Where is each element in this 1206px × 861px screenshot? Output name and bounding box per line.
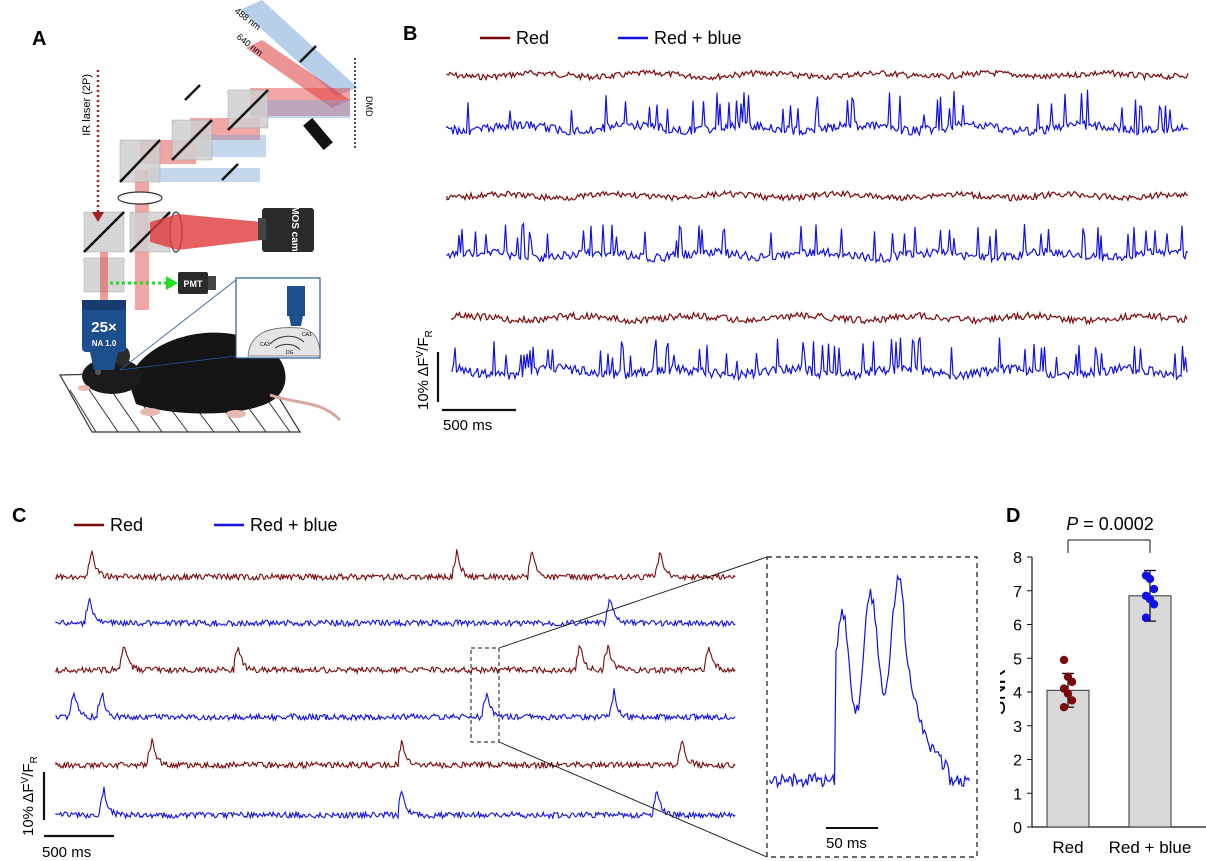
trace-b-row-3 — [446, 189, 1189, 203]
trace-c-row-1 — [55, 549, 736, 582]
panel-c-letter: C — [12, 505, 26, 527]
panel-b: B Red Red + blue 10% ΔFV/FR 500 ms — [403, 23, 1189, 434]
label-objective-mag: 25× — [91, 319, 117, 336]
zoom-connector-top — [498, 556, 768, 649]
trace-c-row-3 — [55, 644, 736, 675]
scale-c-y-label: 10% ΔFV/FR — [20, 756, 40, 836]
beam-blue-incoming — [240, 0, 358, 96]
data-point — [1141, 613, 1151, 622]
panel-a: A 488 nm 640 nm DMD — [32, 0, 374, 433]
scale-b-y-label: 10% ΔFV/FR — [415, 330, 435, 410]
zoom-box — [470, 647, 500, 743]
mirror-boxes — [83, 89, 269, 293]
zoom-connector-bottom — [498, 741, 768, 858]
panel-d: D P = 0.0002 0 1 2 3 4 5 6 7 8 SNR Red Red + blue — [985, 505, 1206, 857]
bar-1 — [1046, 689, 1090, 828]
beam-path-4 — [196, 135, 266, 157]
beam-red-incoming — [246, 40, 350, 108]
data-point — [1145, 574, 1155, 584]
beam-to-camera — [150, 214, 262, 250]
x-tick-label-2: Red + blue — [1109, 838, 1192, 857]
beam-path-2 — [250, 100, 350, 118]
label-ca1: CA1 — [302, 332, 312, 338]
legend-b-red: Red — [516, 28, 549, 48]
scale-c-x-label: 500 ms — [42, 844, 91, 861]
camera: sCMOS camera — [258, 193, 314, 267]
y-tick-label: 4 — [1013, 685, 1022, 702]
scale-b-x-label: 500 ms — [443, 417, 492, 434]
label-pmt: PMT — [184, 279, 204, 289]
panel-a-letter: A — [32, 28, 46, 50]
traces-c — [55, 549, 736, 820]
data-point — [1059, 702, 1069, 712]
beam-path-6 — [150, 168, 260, 182]
data-point — [1059, 655, 1069, 665]
x-tick-label-1: Red — [1052, 838, 1083, 857]
lens-horizontal — [117, 191, 163, 205]
trace-c-row-5 — [55, 738, 736, 770]
data-point — [1063, 689, 1073, 698]
pmt-arrowhead — [166, 276, 178, 290]
label-objective-na: NA 1.0 — [92, 339, 117, 348]
ir-laser-arrowhead — [92, 212, 104, 222]
trace-c-row-6 — [55, 786, 736, 820]
data-point — [1067, 696, 1077, 705]
trace-c-row-4 — [55, 688, 736, 722]
y-tick-label: 3 — [1013, 719, 1022, 736]
y-tick-label: 8 — [1013, 550, 1022, 567]
y-tick-label: 2 — [1013, 753, 1022, 770]
inset-brain: CA1 CA3 DG — [235, 277, 321, 359]
trace-b-row-4 — [446, 221, 1189, 264]
y-tick-label: 1 — [1013, 786, 1022, 803]
panel-c: C Red Red + blue 50 ms 10% ΔFV/FR 500 ms — [12, 505, 978, 861]
traces-b — [446, 68, 1189, 382]
objective: 25× NA 1.0 — [82, 300, 126, 370]
inset-connector-2 — [119, 355, 237, 371]
label-ca3: CA3 — [260, 342, 270, 348]
dmd-block — [303, 117, 333, 151]
y-tick-label: 7 — [1013, 584, 1022, 601]
inset-trace — [769, 573, 971, 789]
y-tick-label: 6 — [1013, 618, 1022, 635]
panel-d-letter: D — [1006, 505, 1020, 527]
trace-c-row-2 — [55, 597, 736, 629]
trace-b-row-5 — [451, 310, 1188, 326]
trace-b-row-1 — [446, 68, 1189, 82]
legend-c-red: Red — [110, 515, 143, 535]
trace-b-row-2 — [446, 89, 1189, 137]
inset-scale-label: 50 ms — [826, 835, 867, 852]
y-tick-label: 5 — [1013, 651, 1022, 668]
data-point — [1149, 600, 1159, 609]
y-axis-label: SNR — [985, 669, 1010, 715]
panel-b-letter: B — [403, 23, 417, 45]
label-ir-laser: IR laser (2P) — [81, 74, 93, 136]
bar-2 — [1128, 595, 1172, 828]
snr-chart: 0 1 2 3 4 5 6 7 8 SNR Red Red + blue — [985, 550, 1206, 857]
label-dmd: DMD — [364, 96, 374, 117]
inset-frame — [766, 556, 978, 858]
legend-b-blue: Red + blue — [654, 28, 742, 48]
data-point — [1067, 677, 1077, 687]
label-camera: sCMOS camera — [289, 193, 300, 267]
label-dg: DG — [286, 350, 294, 356]
inset-connector-1 — [119, 279, 237, 371]
pmt-detector: PMT — [178, 272, 216, 294]
p-value: P = 0.0002 — [1066, 514, 1154, 534]
y-tick-label: 0 — [1013, 820, 1022, 837]
trace-b-row-6 — [451, 337, 1188, 382]
data-point — [1149, 584, 1159, 594]
beam-to-objective — [100, 252, 108, 302]
legend-c-blue: Red + blue — [250, 515, 338, 535]
inset-trace-line — [769, 573, 971, 789]
